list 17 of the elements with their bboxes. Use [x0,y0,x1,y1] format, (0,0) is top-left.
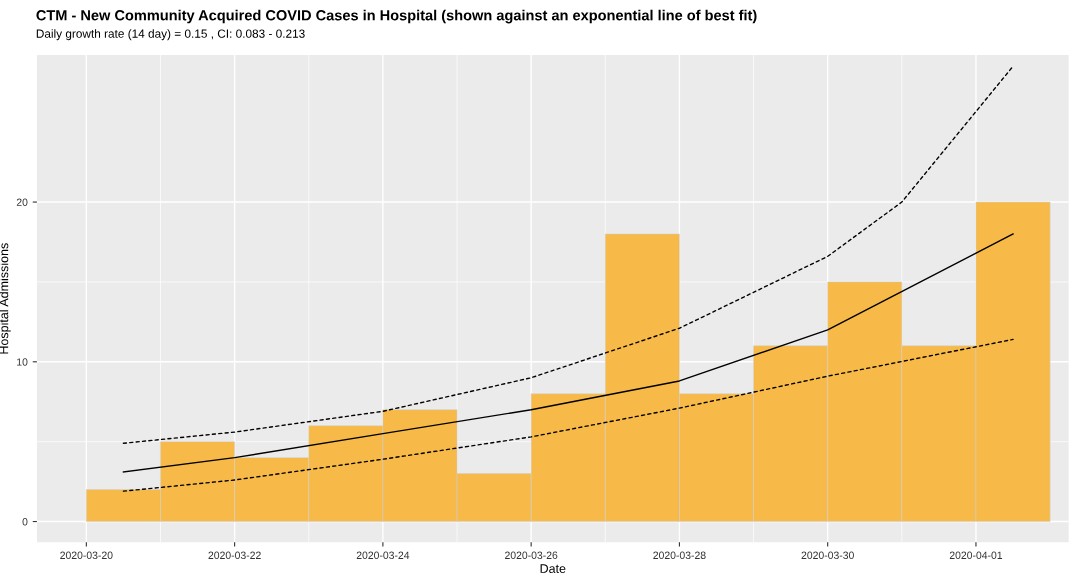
y-tick-label: 10 [17,358,28,366]
line-series [122,233,1014,473]
x-tick-label: 2020-03-26 [505,551,558,559]
chart-subtitle: Daily growth rate (14 day) = 0.15 , CI: 0.083 - 0.213 [36,29,305,41]
line-series [122,338,1014,492]
x-tick-label: 2020-04-01 [949,551,1003,559]
x-tick-label: 2020-03-20 [60,551,113,559]
x-axis-title: Date [540,564,566,573]
y-tick-label: 20 [16,198,28,206]
x-tick-label: 2020-03-28 [653,551,706,559]
chart-title: CTM - New Community Acquired COVID Cases in Hospital (shown against an exponential line of best fit) [36,9,757,24]
x-tick-label: 2020-03-24 [356,551,410,559]
x-tick-label: 2020-03-30 [801,551,854,559]
y-tick-label: 0 [22,518,28,526]
line-series [122,65,1014,444]
x-tick-label: 2020-03-22 [208,551,261,559]
y-axis-title: Hospital Admissions [0,243,11,354]
